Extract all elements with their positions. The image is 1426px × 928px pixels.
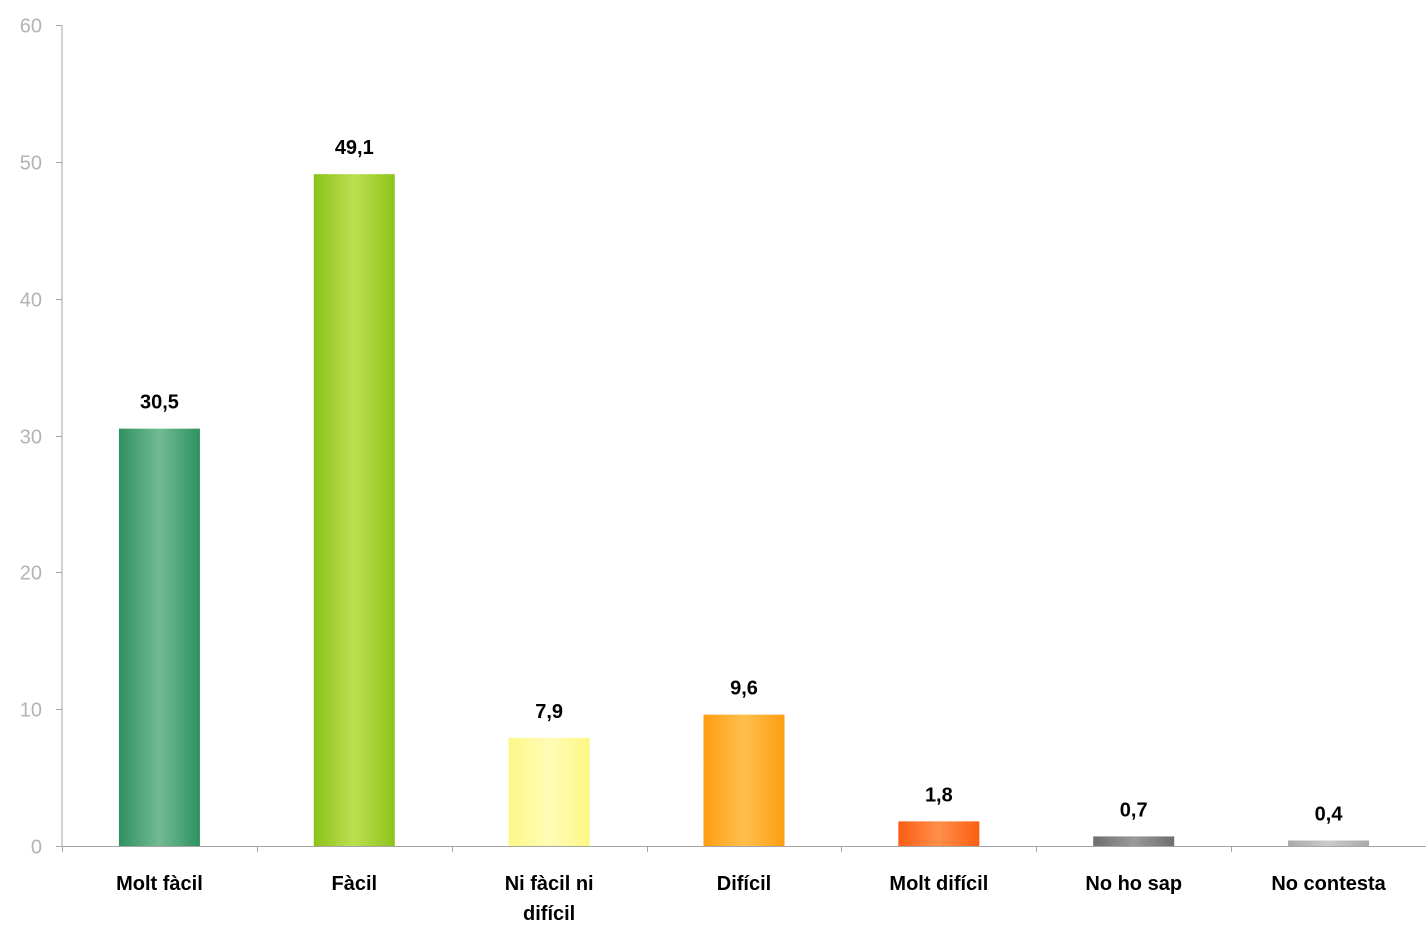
x-tick-label: Difícil (717, 873, 771, 895)
bar (1288, 840, 1370, 846)
x-axis (62, 846, 1426, 852)
y-tick-label: 50 (20, 153, 42, 175)
y-tick-label: 0 (31, 837, 42, 859)
x-tick-label: Molt fàcil (116, 873, 203, 895)
category-labels: Molt fàcil Fàcil Ni fàcil ni difícil Difícil… (116, 873, 1387, 925)
value-labels: 30,5 49,1 7,9 9,6 1,8 0,7 0,4 (140, 137, 1343, 825)
data-label: 49,1 (335, 137, 374, 159)
y-tick-label: 30 (20, 427, 42, 449)
y-tick-label: 60 (20, 16, 42, 38)
x-tick-label: Molt difícil (889, 873, 988, 895)
bar (313, 174, 395, 847)
data-label: 30,5 (140, 392, 179, 414)
data-label: 0,7 (1120, 799, 1148, 821)
data-label: 9,6 (730, 678, 758, 700)
x-tick-label: No contesta (1271, 873, 1386, 895)
y-tick-label: 20 (20, 563, 42, 585)
data-label: 0,4 (1315, 804, 1344, 826)
bar (703, 714, 785, 846)
y-tick-label: 10 (20, 700, 42, 722)
bar (1093, 836, 1175, 846)
bar (898, 821, 980, 846)
bar (118, 428, 200, 846)
x-tick-label: Ni fàcil ni difícil (505, 873, 594, 925)
y-tick-label: 40 (20, 290, 42, 312)
x-tick-label: Fàcil (331, 873, 377, 895)
x-tick-label: No ho sap (1085, 873, 1182, 895)
data-label: 7,9 (535, 701, 563, 723)
y-axis: 0 10 20 30 40 50 60 (20, 16, 63, 859)
bars (118, 174, 1370, 847)
bar (508, 737, 590, 846)
data-label: 1,8 (925, 784, 953, 806)
